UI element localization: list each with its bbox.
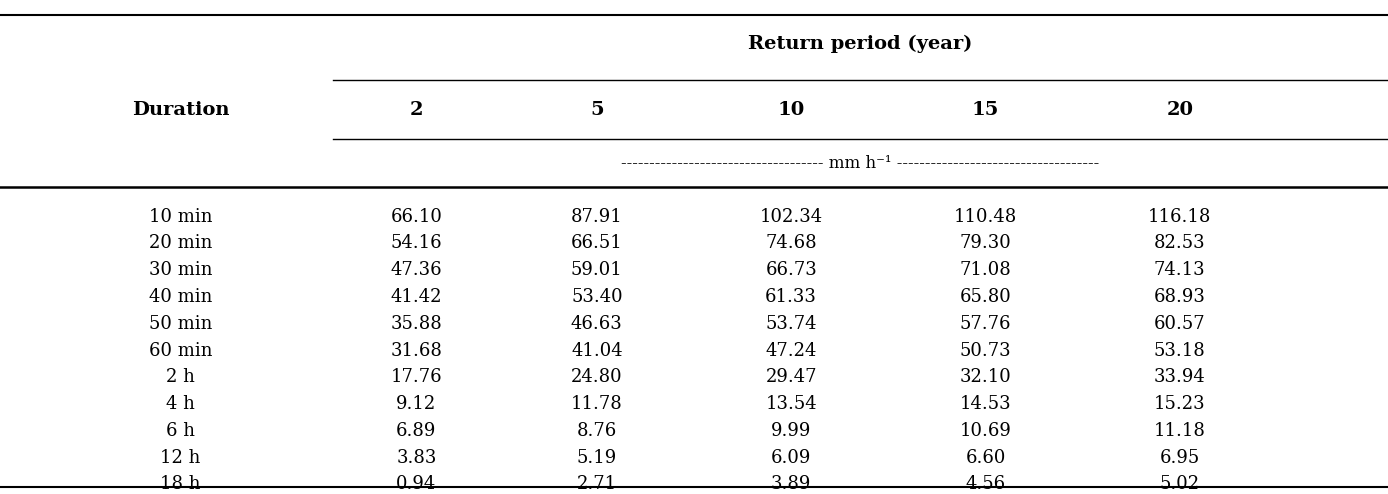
Text: 50.73: 50.73	[959, 341, 1012, 360]
Text: 6.89: 6.89	[396, 422, 437, 440]
Text: 15.23: 15.23	[1153, 395, 1206, 413]
Text: 57.76: 57.76	[959, 315, 1012, 333]
Text: 15: 15	[972, 101, 999, 119]
Text: 50 min: 50 min	[149, 315, 212, 333]
Text: 11.18: 11.18	[1153, 422, 1206, 440]
Text: 24.80: 24.80	[570, 369, 623, 386]
Text: 4.56: 4.56	[966, 475, 1005, 494]
Text: 6.09: 6.09	[770, 449, 812, 467]
Text: 46.63: 46.63	[570, 315, 623, 333]
Text: 53.18: 53.18	[1153, 341, 1206, 360]
Text: Return period (year): Return period (year)	[748, 35, 973, 53]
Text: 10: 10	[777, 101, 805, 119]
Text: 2.71: 2.71	[577, 475, 616, 494]
Text: 66.10: 66.10	[390, 207, 443, 226]
Text: 20 min: 20 min	[149, 235, 212, 252]
Text: 2: 2	[409, 101, 423, 119]
Text: 54.16: 54.16	[390, 235, 443, 252]
Text: 59.01: 59.01	[570, 261, 623, 279]
Text: 66.51: 66.51	[570, 235, 623, 252]
Text: 110.48: 110.48	[954, 207, 1017, 226]
Text: 53.74: 53.74	[765, 315, 818, 333]
Text: 5.02: 5.02	[1160, 475, 1199, 494]
Text: 66.73: 66.73	[765, 261, 818, 279]
Text: 11.78: 11.78	[570, 395, 623, 413]
Text: 68.93: 68.93	[1153, 288, 1206, 306]
Text: 9.12: 9.12	[397, 395, 436, 413]
Text: 6.60: 6.60	[965, 449, 1006, 467]
Text: 102.34: 102.34	[759, 207, 823, 226]
Text: 18 h: 18 h	[160, 475, 201, 494]
Text: 60.57: 60.57	[1153, 315, 1206, 333]
Text: 41.42: 41.42	[390, 288, 443, 306]
Text: 6 h: 6 h	[167, 422, 194, 440]
Text: 33.94: 33.94	[1153, 369, 1206, 386]
Text: 0.94: 0.94	[397, 475, 436, 494]
Text: 5.19: 5.19	[577, 449, 616, 467]
Text: 5: 5	[590, 101, 604, 119]
Text: 12 h: 12 h	[160, 449, 201, 467]
Text: 71.08: 71.08	[959, 261, 1012, 279]
Text: Duration: Duration	[132, 101, 229, 119]
Text: 4 h: 4 h	[167, 395, 194, 413]
Text: 31.68: 31.68	[390, 341, 443, 360]
Text: 3.89: 3.89	[770, 475, 812, 494]
Text: 3.83: 3.83	[396, 449, 437, 467]
Text: 9.99: 9.99	[770, 422, 812, 440]
Text: 53.40: 53.40	[570, 288, 623, 306]
Text: 61.33: 61.33	[765, 288, 818, 306]
Text: 29.47: 29.47	[765, 369, 818, 386]
Text: 13.54: 13.54	[765, 395, 818, 413]
Text: 30 min: 30 min	[149, 261, 212, 279]
Text: 65.80: 65.80	[959, 288, 1012, 306]
Text: 87.91: 87.91	[570, 207, 623, 226]
Text: 60 min: 60 min	[149, 341, 212, 360]
Text: 6.95: 6.95	[1160, 449, 1199, 467]
Text: 47.24: 47.24	[765, 341, 818, 360]
Text: 79.30: 79.30	[959, 235, 1012, 252]
Text: 41.04: 41.04	[570, 341, 623, 360]
Text: 82.53: 82.53	[1153, 235, 1206, 252]
Text: 35.88: 35.88	[390, 315, 443, 333]
Text: 10.69: 10.69	[959, 422, 1012, 440]
Text: 32.10: 32.10	[959, 369, 1012, 386]
Text: 10 min: 10 min	[149, 207, 212, 226]
Text: ------------------------------------ mm h⁻¹ ------------------------------------: ------------------------------------ mm …	[622, 155, 1099, 171]
Text: 8.76: 8.76	[577, 422, 616, 440]
Text: 74.68: 74.68	[765, 235, 818, 252]
Text: 74.13: 74.13	[1153, 261, 1206, 279]
Text: 47.36: 47.36	[390, 261, 443, 279]
Text: 40 min: 40 min	[149, 288, 212, 306]
Text: 116.18: 116.18	[1148, 207, 1212, 226]
Text: 2 h: 2 h	[167, 369, 194, 386]
Text: 17.76: 17.76	[390, 369, 443, 386]
Text: 20: 20	[1166, 101, 1194, 119]
Text: 14.53: 14.53	[959, 395, 1012, 413]
